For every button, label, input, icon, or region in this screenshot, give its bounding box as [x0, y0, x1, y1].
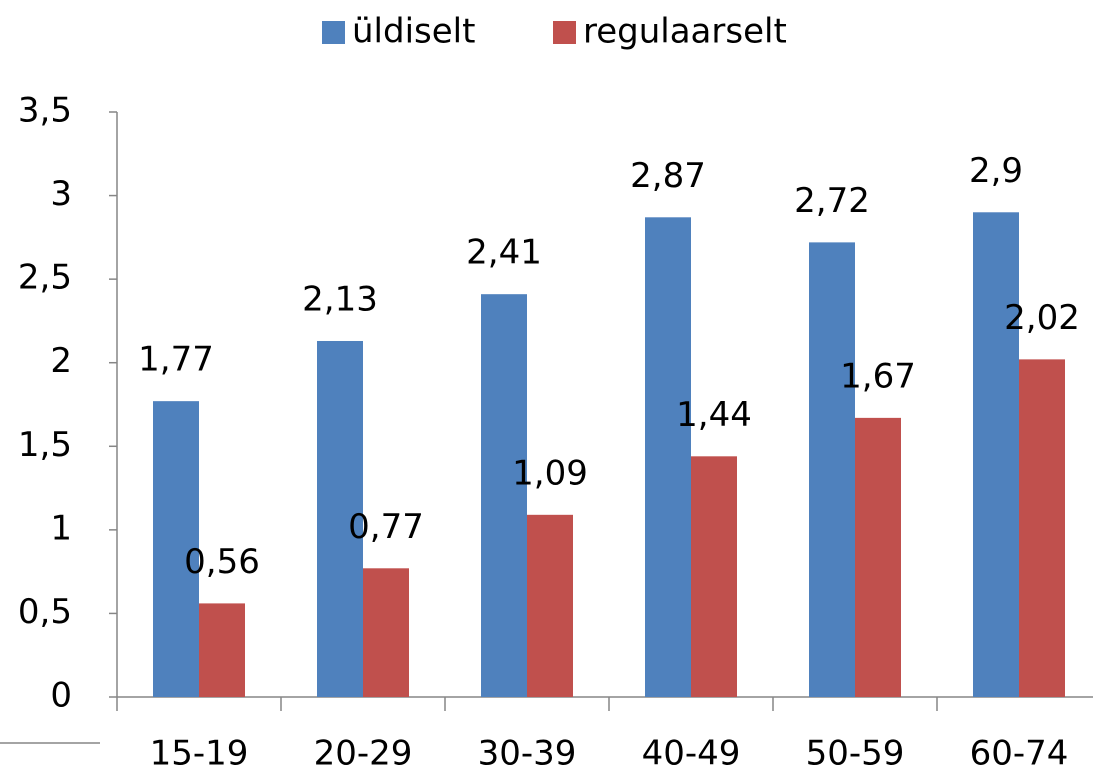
legend-swatch	[322, 21, 345, 44]
y-tick-label: 0,5	[18, 592, 72, 632]
y-tick-label: 3,5	[18, 91, 72, 131]
y-tick-label: 2,5	[18, 258, 72, 298]
bar	[363, 568, 409, 697]
bar	[855, 417, 901, 697]
y-tick-label: 3	[50, 174, 72, 214]
legend-swatch	[553, 21, 576, 44]
bar	[153, 401, 199, 697]
x-tick-label: 50-59	[806, 734, 905, 774]
bar	[691, 456, 737, 697]
data-label: 0,77	[348, 507, 424, 547]
data-label: 1,77	[138, 340, 214, 380]
data-label: 2,13	[302, 279, 378, 319]
data-label: 0,56	[184, 542, 260, 582]
bar	[973, 212, 1019, 698]
y-tick-label: 2	[50, 341, 72, 381]
y-tick-label: 1,5	[18, 425, 72, 465]
y-tick-label: 0	[50, 676, 72, 716]
x-tick-label: 20-29	[314, 734, 413, 774]
data-label: 2,9	[969, 151, 1023, 191]
bar	[481, 294, 527, 697]
bar	[809, 242, 855, 697]
bar	[199, 603, 245, 697]
data-label: 2,41	[466, 233, 542, 273]
data-label: 1,44	[676, 395, 752, 435]
bar	[317, 340, 363, 697]
data-label: 2,02	[1004, 298, 1080, 338]
x-tick-label: 15-19	[150, 734, 249, 774]
bar	[1019, 359, 1065, 697]
x-tick-label: 30-39	[478, 734, 577, 774]
data-label: 1,67	[840, 356, 916, 396]
bar	[527, 514, 573, 697]
data-label: 2,72	[794, 181, 870, 221]
x-tick-label: 60-74	[970, 734, 1069, 774]
data-label: 2,87	[630, 156, 706, 196]
legend-label: regulaarselt	[583, 12, 787, 52]
bar	[645, 217, 691, 698]
legend-label: üldiselt	[352, 12, 475, 52]
x-tick-label: 40-49	[642, 734, 741, 774]
y-tick-label: 1	[50, 508, 72, 548]
data-label: 1,09	[512, 453, 588, 493]
